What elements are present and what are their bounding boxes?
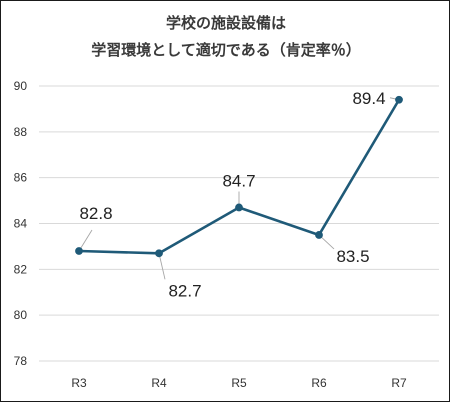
- data-point-marker: [75, 247, 83, 255]
- y-tick-label: 86: [14, 171, 28, 185]
- x-tick-label: R5: [231, 376, 247, 390]
- x-tick-label: R4: [151, 376, 167, 390]
- data-labels: 82.8 82.7 84.7 83.5 89.4: [79, 89, 385, 301]
- chart-title-line-1: 学校の施設設備は: [166, 14, 286, 32]
- x-tick-label: R7: [391, 376, 407, 390]
- data-point-marker: [395, 95, 403, 104]
- y-axis-tick-labels: 78 80 82 84 86 88 90: [14, 79, 28, 368]
- data-label: 89.4: [352, 89, 385, 108]
- y-tick-label: 82: [14, 262, 28, 276]
- data-label: 82.7: [168, 281, 201, 300]
- data-point-marker: [315, 231, 323, 239]
- gridlines: [39, 85, 439, 362]
- data-label-leader: [78, 229, 93, 252]
- y-tick-label: 80: [14, 308, 28, 322]
- y-tick-label: 88: [14, 125, 28, 139]
- y-tick-label: 90: [14, 79, 28, 93]
- y-tick-label: 84: [14, 217, 28, 231]
- x-tick-label: R6: [311, 376, 327, 390]
- chart-title: 学校の施設設備は 学習環境として適切である（肯定率％）: [91, 14, 360, 59]
- x-tick-label: R3: [71, 376, 87, 390]
- data-markers: [75, 95, 403, 258]
- chart-title-line-2: 学習環境として適切である（肯定率％）: [91, 41, 360, 59]
- data-point-marker: [155, 249, 163, 258]
- x-axis-tick-labels: R3 R4 R5 R6 R7: [71, 376, 407, 390]
- data-label: 83.5: [336, 247, 369, 266]
- data-label: 82.8: [79, 204, 112, 223]
- data-point-marker: [235, 203, 243, 212]
- y-tick-label: 78: [14, 354, 28, 368]
- data-label-leader: [158, 253, 166, 280]
- data-label: 84.7: [222, 171, 255, 190]
